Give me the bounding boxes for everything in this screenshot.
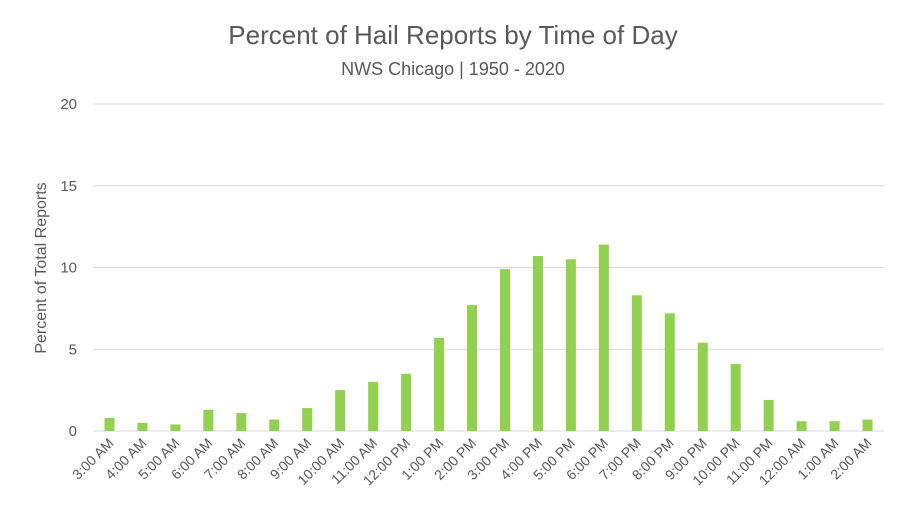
bar: [302, 408, 313, 431]
bar: [236, 413, 247, 431]
bar: [335, 390, 346, 431]
bar: [730, 363, 741, 431]
bar: [631, 295, 642, 431]
bar: [664, 313, 675, 431]
bar: [763, 399, 774, 431]
chart-subtitle: NWS Chicago | 1950 - 2020: [341, 59, 565, 79]
x-tick-labels: 3:00 AM4:00 AM5:00 AM6:00 AM7:00 AM8:00 …: [69, 435, 875, 489]
bar: [269, 419, 280, 431]
y-tick-label: 20: [60, 96, 77, 113]
bar: [862, 419, 873, 431]
bar: [697, 342, 708, 431]
bar: [532, 256, 543, 431]
bar: [565, 259, 576, 431]
bar: [467, 305, 478, 431]
gridlines: [93, 103, 884, 432]
bar: [203, 409, 214, 431]
bar: [368, 381, 379, 431]
bar: [137, 422, 148, 431]
bar: [598, 244, 609, 431]
bar: [499, 269, 510, 431]
bar: [829, 421, 840, 431]
bar: [170, 424, 181, 431]
y-tick-labels: 0 5 10 15 20: [60, 96, 77, 440]
y-tick-label: 5: [69, 341, 77, 358]
bar: [104, 417, 115, 431]
chart-title: Percent of Hail Reports by Time of Day: [228, 20, 677, 50]
bar: [796, 421, 807, 431]
bar: [401, 373, 412, 431]
y-tick-label: 15: [60, 178, 77, 195]
y-tick-label: 0: [69, 423, 77, 440]
y-tick-label: 10: [60, 260, 77, 277]
y-axis-label: Percent of Total Reports: [33, 182, 50, 353]
bars: [104, 244, 873, 431]
bar: [434, 337, 445, 431]
